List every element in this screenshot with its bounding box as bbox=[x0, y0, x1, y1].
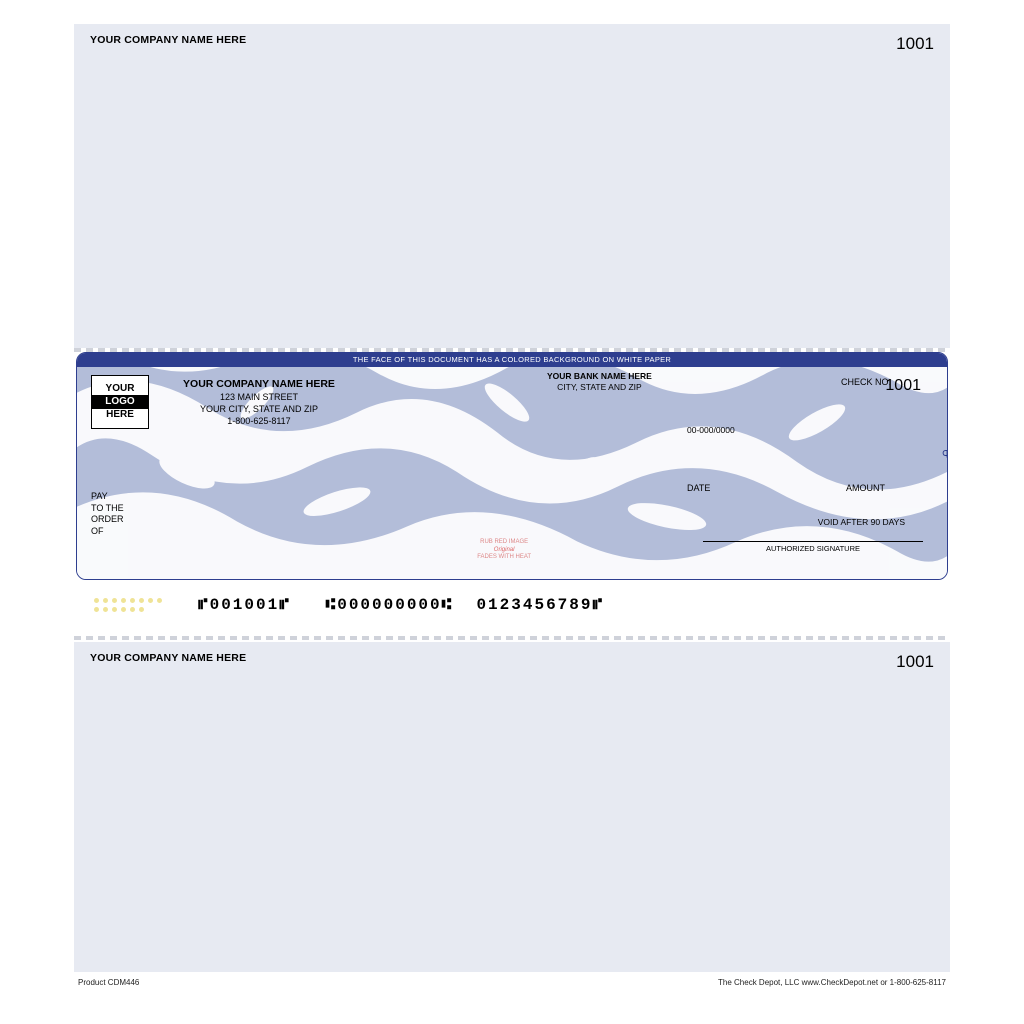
bank-name: YOUR BANK NAME HERE bbox=[547, 371, 652, 382]
vendor-info: The Check Depot, LLC www.CheckDepot.net … bbox=[718, 978, 946, 987]
perforation-line-2 bbox=[74, 636, 950, 640]
pay-to-block: PAY TO THE ORDER OF bbox=[91, 491, 124, 538]
check-body: THE FACE OF THIS DOCUMENT HAS A COLORED … bbox=[76, 352, 948, 580]
bottom-check-number: 1001 bbox=[896, 652, 934, 672]
routing-placeholder: 00-000/0000 bbox=[687, 425, 735, 435]
signature-line: AUTHORIZED SIGNATURE bbox=[703, 541, 923, 553]
security-edge-text: Security Features Included Details on ba… bbox=[947, 396, 949, 545]
pay-line-1: PAY bbox=[91, 491, 124, 503]
heat-l3: FADES WITH HEAT bbox=[477, 554, 531, 561]
checkno-label: CHECK NO. bbox=[841, 377, 891, 387]
bottom-company-name: YOUR COMPANY NAME HERE bbox=[90, 652, 246, 664]
top-stub: YOUR COMPANY NAME HERE 1001 bbox=[74, 24, 950, 348]
micr-line: ⑈001001⑈ ⑆000000000⑆ 0123456789⑈ bbox=[198, 596, 604, 614]
top-company-name: YOUR COMPANY NAME HERE bbox=[90, 34, 246, 46]
void-label: VOID AFTER 90 DAYS bbox=[818, 517, 905, 527]
company-phone: 1-800-625-8117 bbox=[159, 415, 359, 427]
amount-label: AMOUNT bbox=[846, 483, 885, 493]
pay-line-4: OF bbox=[91, 526, 124, 538]
company-address2: YOUR CITY, STATE AND ZIP bbox=[159, 403, 359, 415]
check-company-name: YOUR COMPANY NAME HERE bbox=[159, 377, 359, 391]
heat-l1: RUB RED IMAGE bbox=[477, 539, 531, 546]
logo-line1: YOUR bbox=[92, 383, 148, 395]
micr-field1: ⑈001001⑈ bbox=[198, 596, 291, 614]
signature-label: AUTHORIZED SIGNATURE bbox=[766, 544, 860, 553]
security-banner: THE FACE OF THIS DOCUMENT HAS A COLORED … bbox=[77, 353, 947, 367]
footer: Product CDM446 The Check Depot, LLC www.… bbox=[74, 978, 950, 987]
logo-line3: HERE bbox=[92, 409, 148, 421]
lock-icon bbox=[947, 450, 949, 458]
micr-field2: ⑆000000000⑆ bbox=[326, 596, 454, 614]
pay-line-2: TO THE bbox=[91, 503, 124, 515]
top-check-number: 1001 bbox=[896, 34, 934, 54]
micr-row: ⑈001001⑈ ⑆000000000⑆ 0123456789⑈ bbox=[76, 580, 948, 630]
company-block: YOUR COMPANY NAME HERE 123 MAIN STREET Y… bbox=[159, 377, 359, 428]
heat-l2: Original bbox=[477, 547, 531, 554]
product-code: Product CDM446 bbox=[78, 978, 139, 987]
logo-placeholder: YOUR LOGO HERE bbox=[91, 375, 149, 429]
bottom-stub: YOUR COMPANY NAME HERE 1001 bbox=[74, 642, 950, 972]
check-panel: THE FACE OF THIS DOCUMENT HAS A COLORED … bbox=[74, 352, 950, 636]
bank-block: YOUR BANK NAME HERE CITY, STATE AND ZIP bbox=[547, 371, 652, 393]
date-label: DATE bbox=[687, 483, 710, 493]
company-address1: 123 MAIN STREET bbox=[159, 391, 359, 403]
pay-line-3: ORDER bbox=[91, 514, 124, 526]
micr-field3: 0123456789⑈ bbox=[476, 596, 604, 614]
security-dots bbox=[94, 598, 170, 612]
bank-city-state: CITY, STATE AND ZIP bbox=[547, 382, 652, 393]
logo-line2: LOGO bbox=[92, 395, 148, 409]
heat-stamp: RUB RED IMAGE Original FADES WITH HEAT bbox=[477, 539, 531, 561]
